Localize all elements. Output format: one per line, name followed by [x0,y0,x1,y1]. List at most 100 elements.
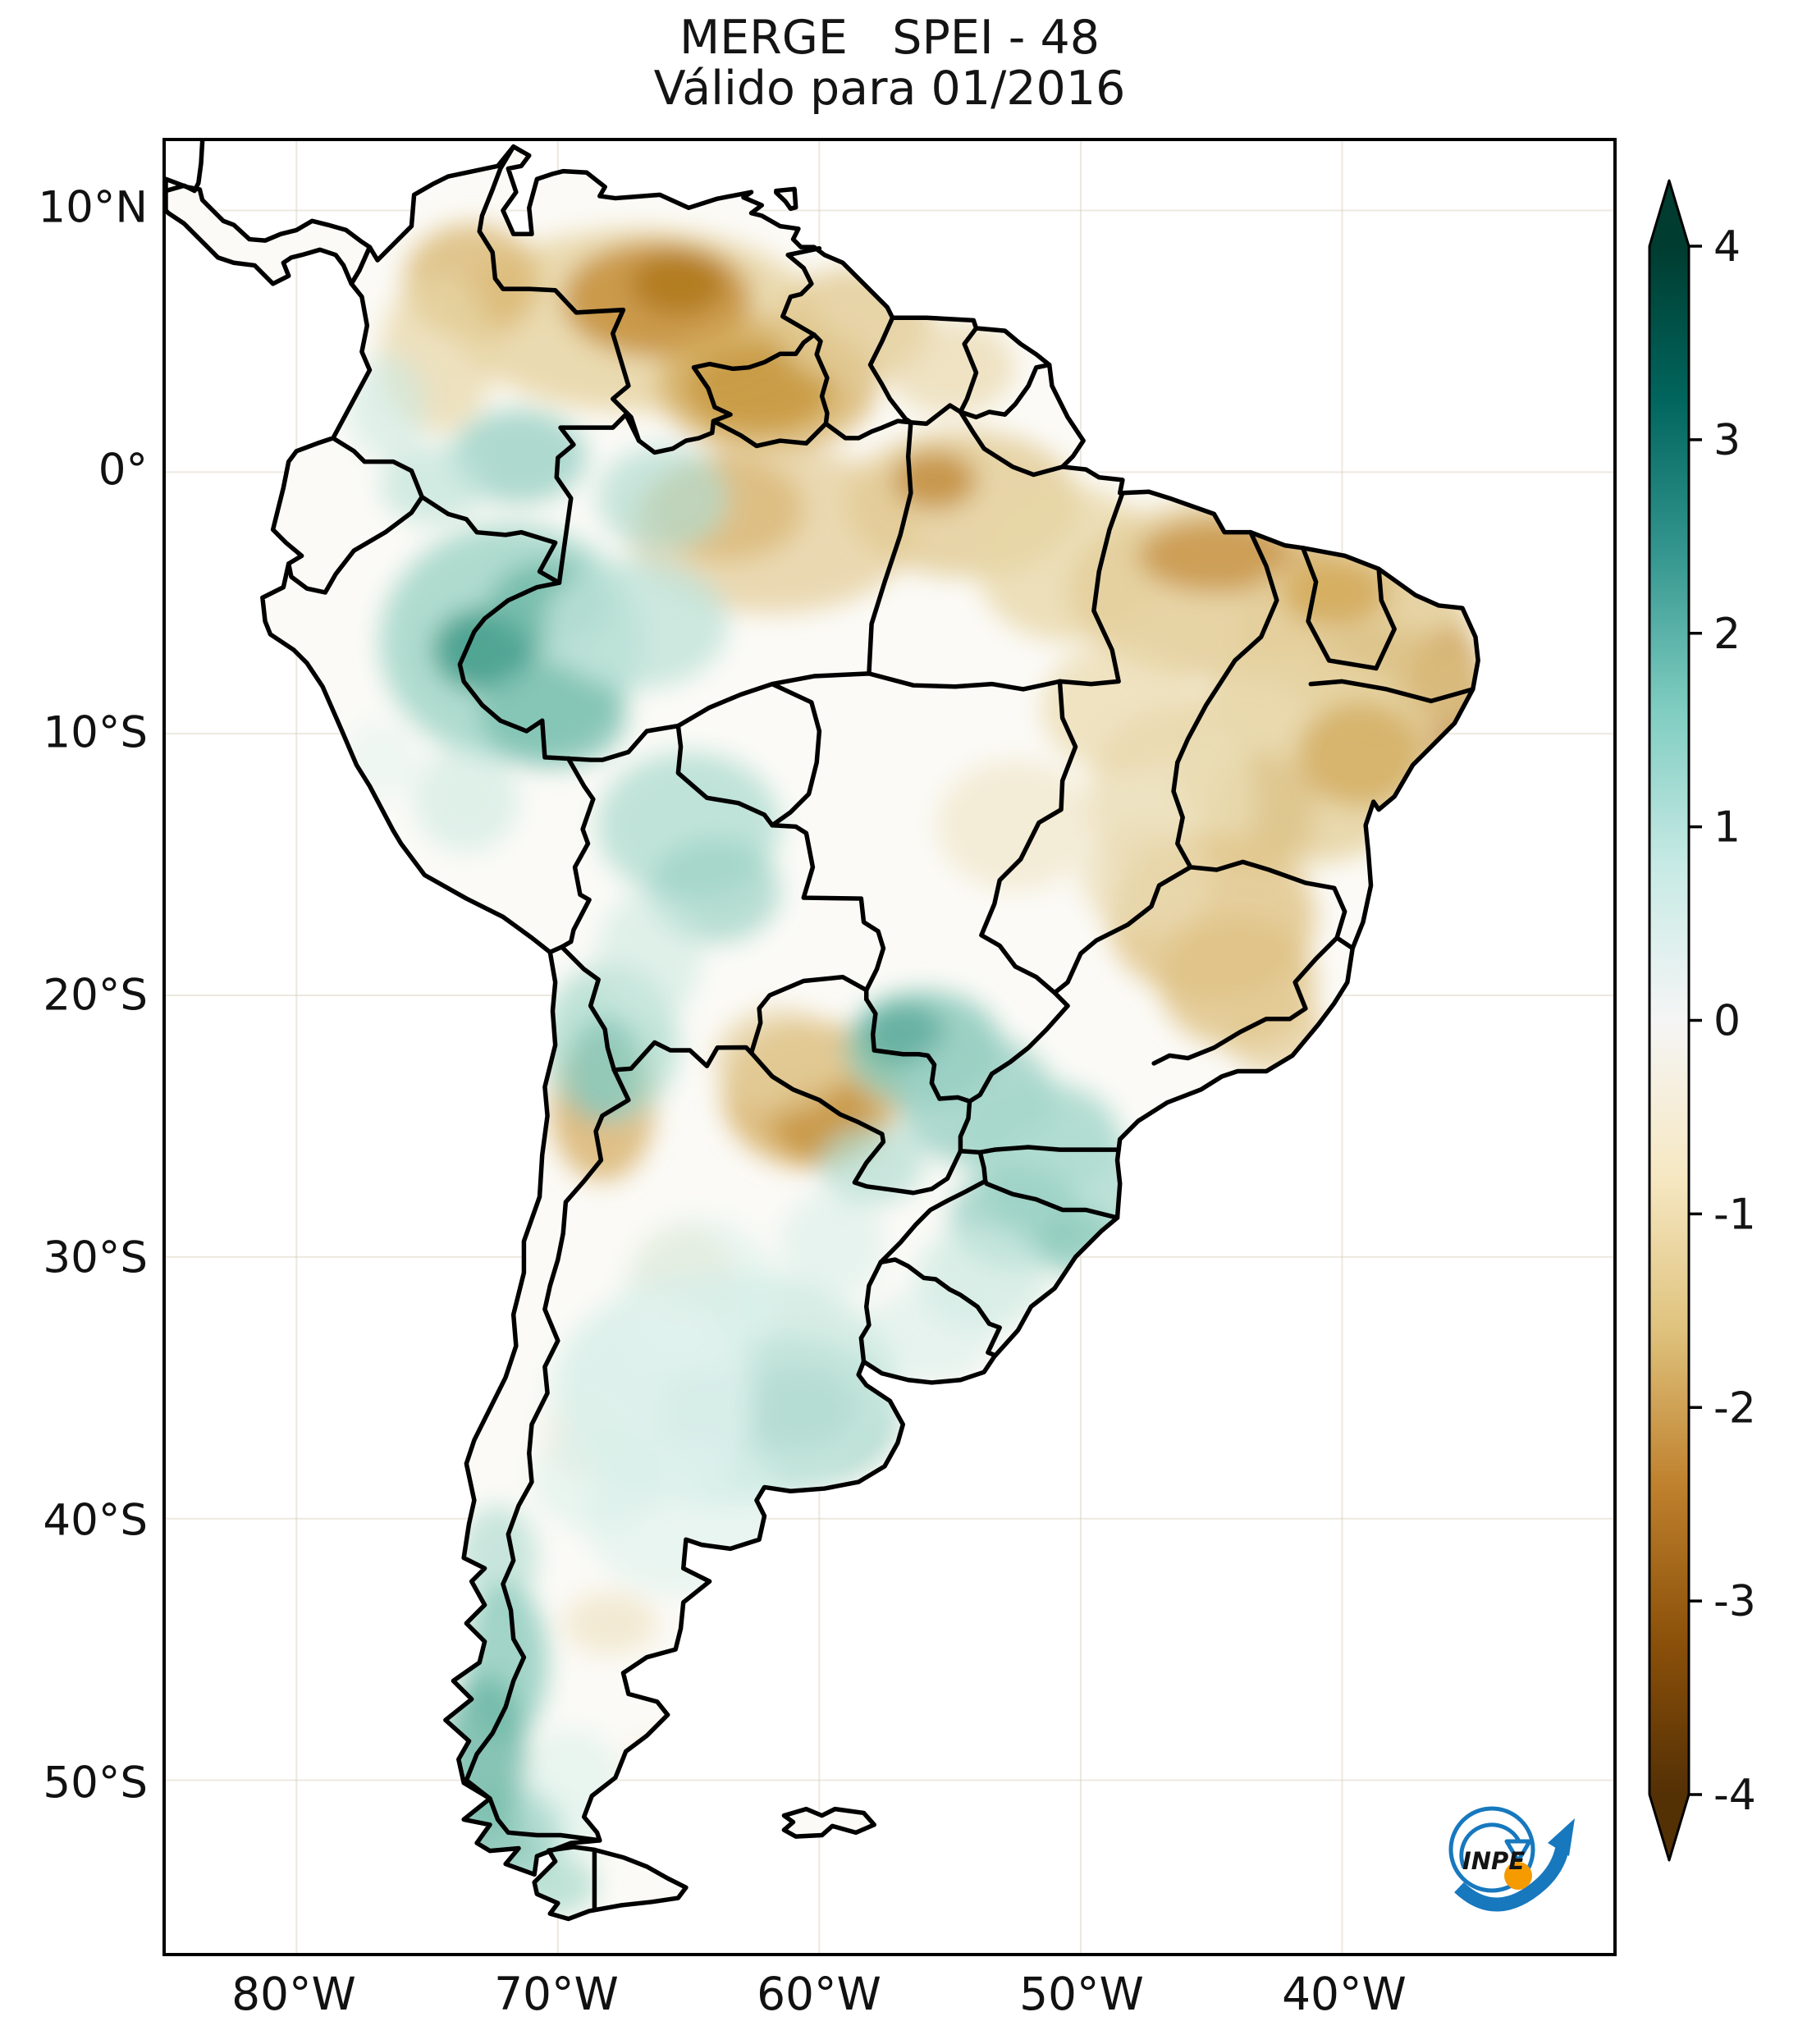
lat-tick-label-0°: 0° [98,445,148,496]
lat-tick-label-40°S: 40°S [43,1495,148,1546]
border-suriname-brazil [908,403,963,427]
border-brazil-uruguay [878,1257,1002,1358]
border-bolivia-paraguay [748,974,869,1055]
lat-tick-label-20°S: 20°S [43,970,148,1021]
border-state-minas-sp-es [1151,935,1339,1066]
anomaly-patagonia-tan [563,1591,657,1655]
border-colombia-venezuela [477,144,642,443]
coastline-south-america-mainland [260,144,1480,1877]
colorbar-tick-label--3: -3 [1713,1577,1756,1626]
border-state-piaui-ceara [1300,546,1379,671]
colorbar-tick-label-2: 2 [1713,610,1741,659]
colorbar-tick-label-0: 0 [1713,997,1741,1046]
border-colombia-peru [419,494,562,585]
anomaly-venezuela-darkest [631,252,725,316]
colorbar-tick-label-1: 1 [1713,803,1741,853]
border-nicaragua-costa-rica [166,141,205,194]
colorbar-graphic: 4 3 2 1 0 -1 -2 -3 -4 [1648,179,1756,1862]
border-state-maranhao-piaui [1175,529,1279,765]
anomaly-entre-rios-faint [780,1191,885,1296]
anomaly-cauca-faint [348,354,428,460]
border-venezuela-brazil [636,332,817,455]
border-paraguay-brazil [863,997,972,1154]
inpe-logo: INPE [1448,1806,1575,1912]
inpe-logo-swirl-circle [1448,1806,1535,1893]
border-venezuela-guyana [780,245,822,337]
border-state-amapa-para [958,409,1065,478]
border-brazil-argentina [878,1149,988,1264]
lat-tick-label-10°N: 10°N [38,182,148,233]
anomaly-n-maranhao-dark [1138,519,1296,593]
map-subtitle-valid-date: Válido para 01/2016 [653,62,1126,116]
anomaly-para-dark-spot [892,450,977,509]
coastline-trinidad [774,186,798,212]
lon-tick-label-80°W: 80°W [231,1968,356,2020]
border-state-ms-sp-parana [967,1004,1070,1104]
inpe-logo-curved-arrow [1454,1840,1571,1912]
spei-anomaly-field [341,223,1479,1917]
colorbar-tick-label--2: -2 [1713,1383,1756,1433]
colorbar-ticks: 4 3 2 1 0 -1 -2 -3 -4 [1689,222,1756,1820]
lon-tick-label-60°W: 60°W [757,1968,881,2020]
coastline-falkland-islands [781,1806,877,1839]
coastline-tierra-del-fuego [532,1845,689,1922]
colorbar-tick-label--4: -4 [1713,1771,1756,1820]
anomaly-corrientes-teal [819,1126,924,1205]
colorbar-tick-label-4: 4 [1713,222,1741,272]
anomaly-putumayo-teal [380,446,485,525]
border-state-roraima-amazonas [711,418,829,449]
border-chile-argentina [464,1068,631,1843]
border-state-ceara-rn [1374,566,1397,671]
anomaly-uruguay-faint [863,1288,995,1383]
border-colombia-brazil-peru [554,412,642,585]
anomaly-amazonas-teal [544,558,728,689]
border-bolivia-argentina [611,1040,754,1072]
border-state-bahia-west-south [1171,760,1355,951]
border-state-tocantins-goias-ms [979,679,1078,1008]
border-state-para-matogrosso [770,671,1063,692]
border-state-pernambuco [1308,679,1475,704]
border-french-guiana-brazil [958,362,1052,420]
lon-tick-label-40°W: 40°W [1282,1968,1407,2020]
anomaly-matogrosso-light [936,760,1094,891]
border-paraguay-argentina [748,1050,963,1196]
lat-tick-label-30°S: 30°S [43,1232,148,1283]
border-argentina-uruguay [858,1260,883,1365]
lat-tick-label-10°S: 10°S [43,707,148,758]
border-suriname-french-guiana [958,326,979,414]
anomaly-tocantins [1041,642,1199,774]
anomaly-acre [479,663,626,768]
anomaly-bahia-dark [1297,702,1424,807]
anomaly-ceara-dark [1282,558,1387,627]
border-state-parana-sc [977,1145,1121,1155]
spei-colorbar: 4 3 2 1 0 -1 -2 -3 -4 [1648,177,1798,1869]
border-state-sc-rs [982,1178,1120,1220]
anomaly-goias-light [1080,825,1212,931]
inpe-logo-text: INPE [1462,1847,1525,1875]
lat-tick-label-50°S: 50°S [43,1758,148,1809]
anomaly-se-colombia-teal [451,409,587,504]
border-state-minas-goias [1052,865,1193,995]
inpe-logo-inner-swirl [1459,1822,1522,1869]
map-plot-area: INPE [162,138,1617,1956]
inpe-logo-orange-dot [1504,1862,1532,1890]
lon-tick-label-50°W: 50°W [1019,1968,1144,2020]
border-peru-bolivia-chile [547,756,596,955]
colorbar-tick-label--1: -1 [1713,1190,1756,1239]
colorbar-bar [1648,179,1690,1862]
anomaly-suriname [885,320,1016,415]
anomaly-chaco-halo [714,1008,846,1113]
border-state-para-tocantins [1057,491,1125,687]
colorbar-tick-label-3: 3 [1713,416,1741,465]
anomaly-chile-lakes-teal [458,1505,538,1611]
map-title: MERGE SPEI - 48 [679,11,1100,65]
border-ecuador-colombia [331,436,424,500]
border-peru-brazil [457,580,571,761]
lon-tick-label-70°W: 70°W [494,1968,619,2020]
border-state-amazonas-para [867,420,913,676]
anomaly-rio-negro-teal [597,446,728,551]
inpe-logo-arrowhead [1548,1818,1575,1856]
border-guyana-suriname [867,315,913,425]
border-ecuador-peru [286,494,424,595]
